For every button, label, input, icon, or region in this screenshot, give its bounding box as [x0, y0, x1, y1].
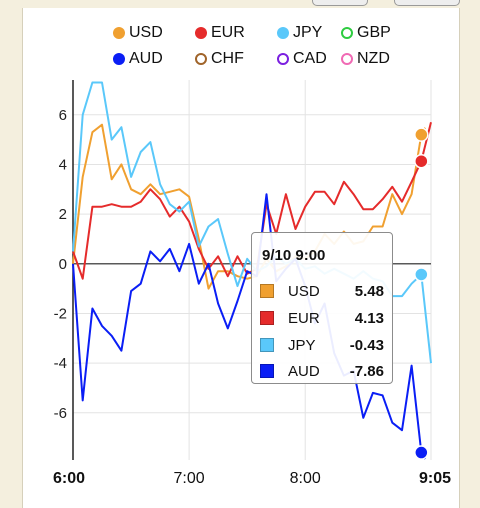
tooltip-title: 9/10 9:00	[262, 247, 326, 264]
legend-label: USD	[129, 24, 163, 41]
highlight-point-aud	[414, 445, 429, 460]
legend-item-cad[interactable]: CAD	[277, 50, 327, 68]
legend-label: EUR	[211, 24, 245, 41]
tooltip-series-name: EUR	[288, 309, 320, 327]
line-chart: -6 -4 -2 0 2 4 6 6:00 7:00 8:00 9:05	[53, 80, 451, 487]
highlight-point-eur	[414, 153, 429, 169]
top-tab-button[interactable]	[394, 0, 460, 6]
legend-label: AUD	[129, 50, 163, 67]
legend-marker	[341, 53, 353, 65]
tooltip-row-jpy: JPY -0.43	[260, 335, 384, 355]
y-tick-label: 4	[59, 156, 67, 173]
legend-marker	[113, 27, 125, 39]
legend-marker	[195, 27, 207, 39]
tooltip-series-value: 5.48	[354, 282, 384, 300]
tooltip-row-usd: USD 5.48	[260, 281, 384, 301]
chart-legend: USD EUR JPY GBP AUD CHF CAD NZD	[23, 8, 459, 78]
legend-item-gbp[interactable]: GBP	[341, 24, 391, 42]
y-tick-label: 2	[59, 206, 67, 223]
y-tick-label: 0	[59, 256, 67, 273]
tooltip-series-name: JPY	[288, 336, 316, 354]
top-tab-button[interactable]	[312, 0, 368, 6]
x-tick-label: 6:00	[53, 470, 85, 487]
chart-panel: USD EUR JPY GBP AUD CHF CAD NZD -6 -4 -2 0 2 4 6 6:00 7…	[22, 8, 460, 508]
legend-item-usd[interactable]: USD	[113, 24, 163, 42]
highlight-point-usd	[414, 127, 429, 142]
legend-marker	[113, 53, 125, 65]
tooltip-swatch	[260, 338, 274, 352]
legend-item-jpy[interactable]: JPY	[277, 24, 322, 42]
legend-marker	[277, 27, 289, 39]
tooltip-swatch	[260, 364, 274, 378]
chart-tooltip: 9/10 9:00 USD 5.48 EUR 4.13 JPY -0.43 AU…	[251, 232, 393, 384]
legend-label: CAD	[293, 50, 327, 67]
x-tick-label: 7:00	[174, 470, 205, 487]
legend-label: JPY	[293, 24, 323, 41]
tooltip-series-value: -0.43	[349, 336, 384, 354]
x-tick-label: 9:05	[419, 470, 451, 487]
tooltip-series-value: -7.86	[349, 362, 384, 380]
tooltip-swatch	[260, 284, 274, 298]
y-tick-label: -6	[54, 405, 67, 422]
tooltip-series-value: 4.13	[354, 309, 384, 327]
highlight-point-jpy	[414, 267, 429, 282]
legend-item-chf[interactable]: CHF	[195, 50, 244, 68]
legend-marker	[277, 53, 289, 65]
y-tick-label: -4	[54, 355, 67, 372]
legend-item-eur[interactable]: EUR	[195, 24, 245, 42]
tooltip-series-name: AUD	[288, 362, 320, 380]
tooltip-row-eur: EUR 4.13	[260, 308, 384, 328]
legend-item-aud[interactable]: AUD	[113, 50, 163, 68]
tooltip-series-name: USD	[288, 282, 320, 300]
legend-label: CHF	[211, 50, 244, 67]
tooltip-row-aud: AUD -7.86	[260, 361, 384, 381]
legend-item-nzd[interactable]: NZD	[341, 50, 390, 68]
legend-marker	[341, 27, 353, 39]
x-tick-label: 8:00	[290, 470, 321, 487]
legend-label: GBP	[357, 24, 391, 41]
tooltip-swatch	[260, 311, 274, 325]
legend-label: NZD	[357, 50, 390, 67]
legend-marker	[195, 53, 207, 65]
y-tick-label: 6	[59, 107, 67, 124]
y-tick-label: -2	[54, 305, 67, 322]
top-strip	[0, 0, 480, 6]
